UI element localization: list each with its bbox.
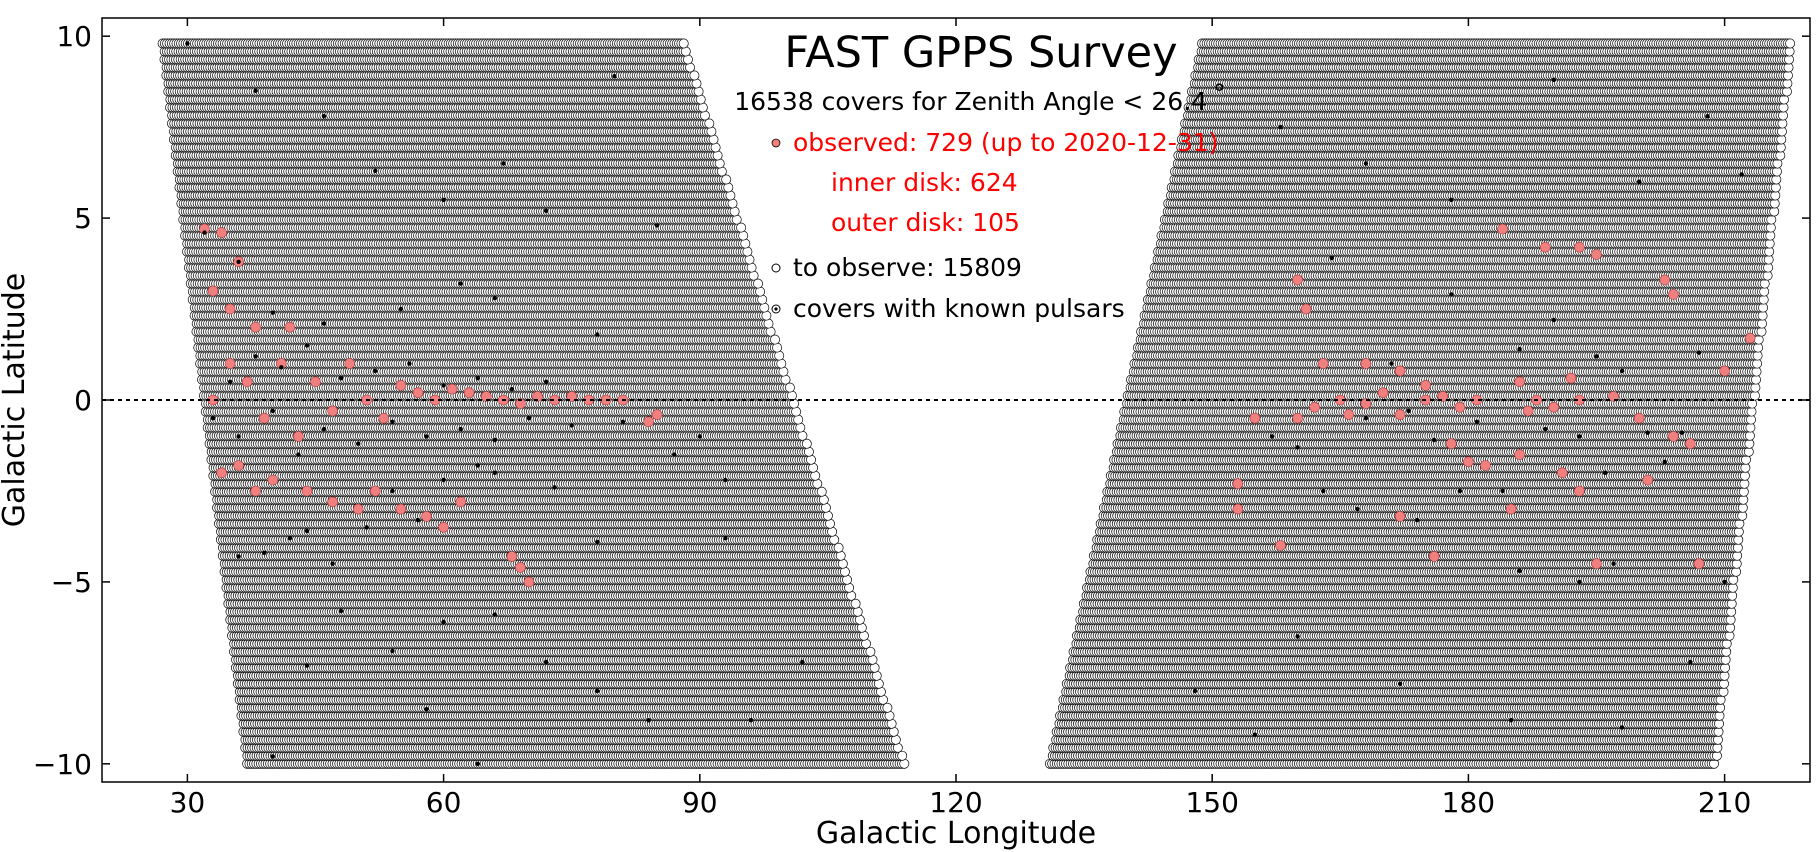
survey-chart: 30 60 90 120 150 180 210 −10−50510 Galactic Lo…	[0, 0, 1818, 852]
